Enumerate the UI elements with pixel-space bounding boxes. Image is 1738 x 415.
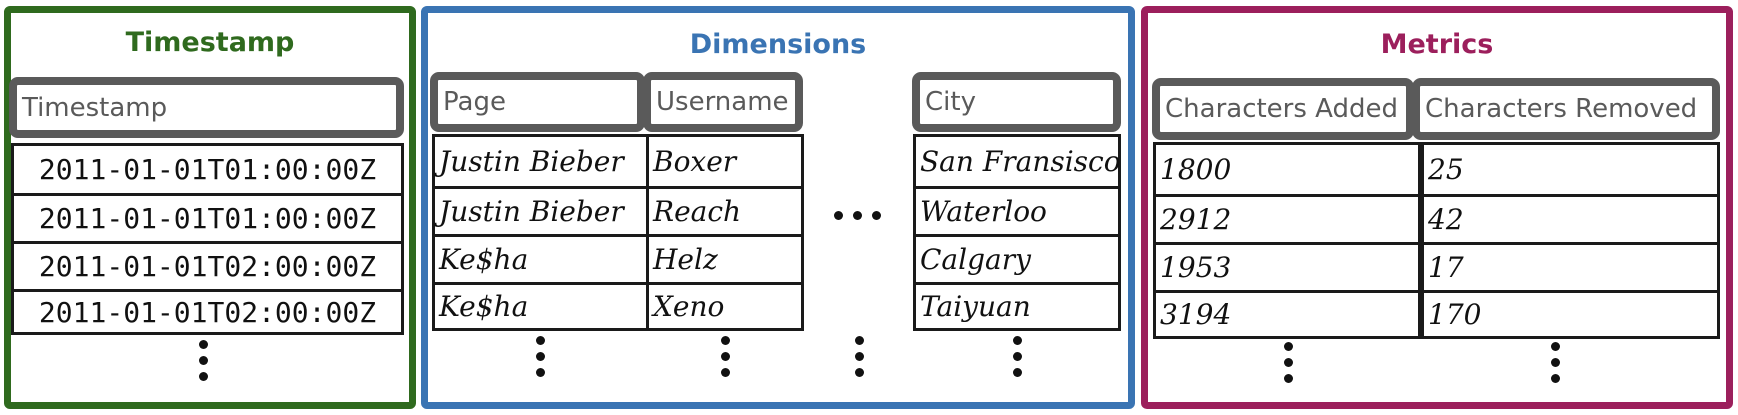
characters-added-column-header: Characters Added <box>1152 78 1414 140</box>
characters-removed-cell: 25 <box>1428 153 1464 186</box>
city-column-header: City <box>912 72 1121 132</box>
characters-removed-cell: 17 <box>1424 242 1717 290</box>
metrics-panel-title: Metrics <box>1380 29 1494 60</box>
timestamp-cell: 2011-01-01T02:00:00Z <box>14 241 401 289</box>
timestamp-cell: 2011-01-01T01:00:00Z <box>38 153 377 186</box>
city-cell: Calgary <box>916 234 1118 282</box>
username-column-header: Username <box>643 72 803 132</box>
dimensions-panel: Dimensions <box>421 6 1135 409</box>
characters-added-cell: 2912 <box>1156 194 1418 242</box>
username-cell: Helz <box>649 234 801 282</box>
metrics-panel: Metrics <box>1141 6 1733 409</box>
page-cell: Ke$ha <box>435 282 646 328</box>
page-column: Justin Bieber Justin Bieber Ke$ha Ke$ha <box>432 134 649 331</box>
city-continuation-dots <box>1011 334 1023 384</box>
timestamp-cell: 2011-01-01T01:00:00Z <box>14 193 401 241</box>
characters-removed-continuation-dots <box>1549 340 1561 390</box>
city-column: San Fransisco Waterloo Calgary Taiyuan <box>913 134 1121 331</box>
timestamp-panel: Timestamp <box>4 6 416 409</box>
characters-removed-cell: 42 <box>1424 194 1717 242</box>
characters-added-continuation-dots <box>1282 340 1294 390</box>
username-cell: Boxer <box>653 145 737 178</box>
characters-removed-cell: 170 <box>1424 290 1717 336</box>
timestamp-continuation-dots <box>197 338 209 388</box>
characters-added-column: 1800 2912 1953 3194 <box>1153 142 1421 339</box>
timestamp-panel-title: Timestamp <box>125 27 295 58</box>
timestamp-column-header: Timestamp <box>9 77 404 138</box>
characters-removed-column-header: Characters Removed <box>1412 78 1720 140</box>
page-continuation-dots <box>534 334 546 384</box>
page-cell: Justin Bieber <box>439 145 624 178</box>
username-continuation-dots <box>719 334 731 384</box>
timestamp-cell: 2011-01-01T02:00:00Z <box>14 289 401 332</box>
city-cell: Taiyuan <box>916 282 1118 328</box>
timestamp-column: 2011-01-01T01:00:00Z 2011-01-01T01:00:00… <box>11 143 404 335</box>
gap-continuation-dots <box>853 334 865 384</box>
dimensions-horizontal-ellipsis <box>832 210 892 222</box>
characters-added-cell: 1953 <box>1156 242 1418 290</box>
characters-added-cell: 1800 <box>1160 153 1232 186</box>
dimensions-panel-title: Dimensions <box>689 29 867 60</box>
page-cell: Ke$ha <box>435 234 646 282</box>
characters-removed-column: 25 42 17 170 <box>1421 142 1720 339</box>
city-cell: Waterloo <box>916 186 1118 234</box>
city-cell: San Fransisco <box>920 145 1121 178</box>
username-cell: Reach <box>649 186 801 234</box>
page-column-header: Page <box>430 72 645 132</box>
username-column: Boxer Reach Helz Xeno <box>646 134 804 331</box>
page-cell: Justin Bieber <box>435 186 646 234</box>
characters-added-cell: 3194 <box>1156 290 1418 336</box>
username-cell: Xeno <box>649 282 801 328</box>
